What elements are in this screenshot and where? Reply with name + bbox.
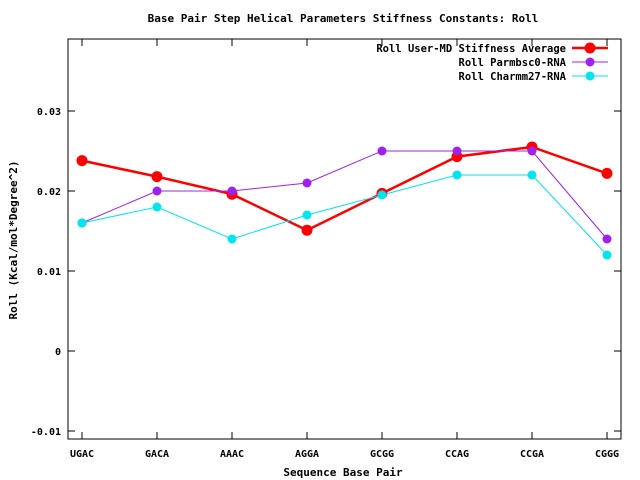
series-group [77,170,612,260]
y-axis-label: Roll (Kcal/mol*Degree^2) [7,161,20,320]
x-tick-label: UGAC [70,449,94,460]
legend-swatch-marker [584,42,596,54]
x-tick-label: GACA [145,449,169,460]
data-point [301,224,313,236]
x-tick-label: CCAG [445,449,469,460]
data-point [601,167,613,179]
data-point [452,170,462,180]
x-tick-label: CGGG [595,449,619,460]
series-line [81,174,608,256]
data-point [527,170,537,180]
series-line [81,150,608,240]
data-point [227,234,237,244]
legend-swatch-marker [585,71,595,81]
legend-swatch-marker [585,57,595,67]
y-tick-label: -0.01 [31,427,61,438]
plot-area-frame [67,38,622,440]
legend-entry-label: Roll Parmbsc0-RNA [459,57,567,69]
series-line [81,145,608,232]
legend-entry-label: Roll Charmm27-RNA [459,71,567,83]
series-layer [76,141,613,260]
y-tick-label: 0.03 [37,107,61,118]
data-point [602,250,612,260]
x-tick-label: AGGA [295,449,319,460]
axis-ticks: -0.01 0 0.01 0.02 0.03 UGAC GACA AAAC AGGA GCGG CC… [31,39,621,460]
legend: Roll User-MD Stiffness Average Roll Parmb… [376,42,608,83]
data-point [302,178,312,188]
x-tick-label: AAAC [220,449,244,460]
legend-entry-label: Roll User-MD Stiffness Average [376,43,566,55]
data-point [152,202,162,212]
x-tick-label: CCGA [520,449,544,460]
y-tick-label: 0.01 [37,267,61,278]
x-tick-label: GCGG [370,449,394,460]
data-point [377,190,387,200]
data-point [602,234,612,244]
data-point [452,146,462,156]
data-point [227,186,237,196]
data-point [527,146,537,156]
data-point [151,171,163,183]
data-point [77,218,87,228]
data-point [76,155,88,167]
series-group [77,146,612,244]
y-tick-label: 0.02 [37,187,61,198]
x-axis-label: Sequence Base Pair [283,466,403,479]
data-point [377,146,387,156]
data-point [152,186,162,196]
data-point [302,210,312,220]
chart-title: Base Pair Step Helical Parameters Stiffn… [148,12,539,25]
y-tick-label: 0 [55,347,61,358]
